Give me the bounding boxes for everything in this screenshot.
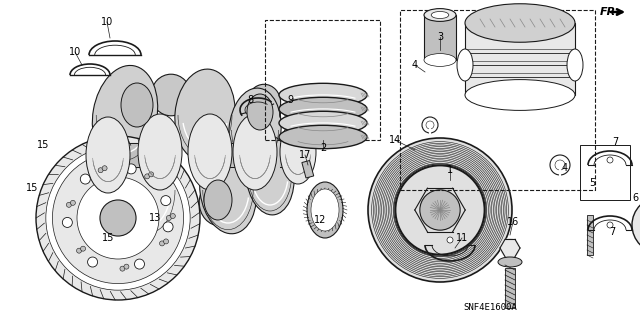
Ellipse shape bbox=[200, 146, 257, 234]
Circle shape bbox=[164, 239, 168, 244]
Circle shape bbox=[67, 202, 72, 207]
Ellipse shape bbox=[86, 117, 130, 193]
Bar bbox=[505, 268, 515, 308]
Ellipse shape bbox=[92, 65, 157, 165]
Circle shape bbox=[607, 157, 613, 163]
Bar bbox=[302, 160, 314, 178]
Ellipse shape bbox=[188, 114, 232, 190]
Text: 4: 4 bbox=[562, 163, 568, 173]
Text: SNF4E1600A: SNF4E1600A bbox=[463, 303, 517, 313]
Ellipse shape bbox=[431, 11, 449, 19]
Ellipse shape bbox=[247, 94, 273, 130]
Ellipse shape bbox=[307, 182, 343, 238]
Ellipse shape bbox=[233, 114, 277, 190]
Circle shape bbox=[100, 200, 136, 236]
Circle shape bbox=[170, 213, 175, 219]
Text: 12: 12 bbox=[314, 215, 326, 225]
Text: 2: 2 bbox=[320, 143, 326, 153]
Ellipse shape bbox=[92, 180, 131, 248]
Bar bbox=[587, 215, 593, 255]
Circle shape bbox=[145, 174, 150, 179]
Ellipse shape bbox=[279, 83, 367, 107]
Circle shape bbox=[632, 197, 640, 253]
Text: 17: 17 bbox=[299, 150, 311, 160]
Bar bbox=[265, 20, 380, 140]
Text: 1: 1 bbox=[447, 165, 453, 175]
Circle shape bbox=[46, 146, 190, 290]
Ellipse shape bbox=[465, 4, 575, 42]
Ellipse shape bbox=[280, 120, 316, 184]
Circle shape bbox=[36, 136, 200, 300]
Ellipse shape bbox=[199, 179, 241, 226]
Circle shape bbox=[62, 218, 72, 227]
Text: 14: 14 bbox=[389, 135, 401, 145]
Ellipse shape bbox=[465, 80, 575, 110]
Circle shape bbox=[148, 172, 154, 177]
Ellipse shape bbox=[498, 257, 522, 267]
Circle shape bbox=[166, 216, 172, 220]
Text: 11: 11 bbox=[456, 233, 468, 243]
Text: 6: 6 bbox=[632, 193, 638, 203]
Circle shape bbox=[88, 257, 97, 267]
Ellipse shape bbox=[175, 69, 235, 161]
Circle shape bbox=[52, 152, 184, 284]
Circle shape bbox=[447, 237, 453, 243]
Text: 7: 7 bbox=[612, 137, 618, 147]
Text: 16: 16 bbox=[507, 217, 519, 227]
Text: 7: 7 bbox=[609, 227, 615, 237]
Text: 9: 9 bbox=[287, 95, 293, 105]
Ellipse shape bbox=[279, 97, 367, 121]
Circle shape bbox=[134, 259, 145, 269]
Circle shape bbox=[420, 190, 460, 230]
Ellipse shape bbox=[457, 49, 473, 81]
Text: 15: 15 bbox=[26, 183, 38, 193]
Text: 10: 10 bbox=[101, 17, 113, 27]
Ellipse shape bbox=[424, 9, 456, 21]
Text: 13: 13 bbox=[149, 213, 161, 223]
Circle shape bbox=[163, 222, 173, 232]
Ellipse shape bbox=[117, 143, 179, 238]
Circle shape bbox=[126, 164, 136, 174]
Polygon shape bbox=[424, 15, 456, 60]
Circle shape bbox=[98, 168, 103, 173]
Ellipse shape bbox=[279, 125, 367, 149]
Circle shape bbox=[159, 241, 164, 246]
Ellipse shape bbox=[424, 54, 456, 66]
Circle shape bbox=[70, 200, 76, 205]
Text: 15: 15 bbox=[102, 233, 114, 243]
Ellipse shape bbox=[121, 83, 153, 127]
Bar bbox=[580, 145, 630, 200]
Circle shape bbox=[368, 138, 512, 282]
Text: 5: 5 bbox=[589, 178, 595, 188]
Ellipse shape bbox=[229, 88, 281, 172]
Ellipse shape bbox=[248, 84, 280, 121]
Ellipse shape bbox=[279, 111, 367, 135]
Circle shape bbox=[124, 264, 129, 269]
Bar bbox=[400, 10, 595, 190]
Circle shape bbox=[81, 174, 90, 184]
Text: 4: 4 bbox=[412, 60, 418, 70]
Circle shape bbox=[607, 222, 613, 228]
Text: 3: 3 bbox=[437, 32, 443, 42]
Circle shape bbox=[77, 248, 81, 253]
Circle shape bbox=[102, 166, 107, 171]
Text: FR.: FR. bbox=[600, 7, 621, 17]
Ellipse shape bbox=[246, 135, 294, 215]
Ellipse shape bbox=[151, 74, 191, 116]
Circle shape bbox=[161, 196, 171, 206]
Ellipse shape bbox=[311, 189, 339, 231]
Circle shape bbox=[120, 266, 125, 271]
Circle shape bbox=[81, 246, 86, 251]
Text: 8: 8 bbox=[247, 95, 253, 105]
Circle shape bbox=[77, 177, 159, 259]
Ellipse shape bbox=[138, 114, 182, 190]
Text: 10: 10 bbox=[69, 47, 81, 57]
Polygon shape bbox=[465, 23, 575, 95]
Circle shape bbox=[500, 238, 520, 258]
Ellipse shape bbox=[204, 180, 232, 220]
Text: 15: 15 bbox=[37, 140, 49, 150]
Ellipse shape bbox=[567, 49, 583, 81]
